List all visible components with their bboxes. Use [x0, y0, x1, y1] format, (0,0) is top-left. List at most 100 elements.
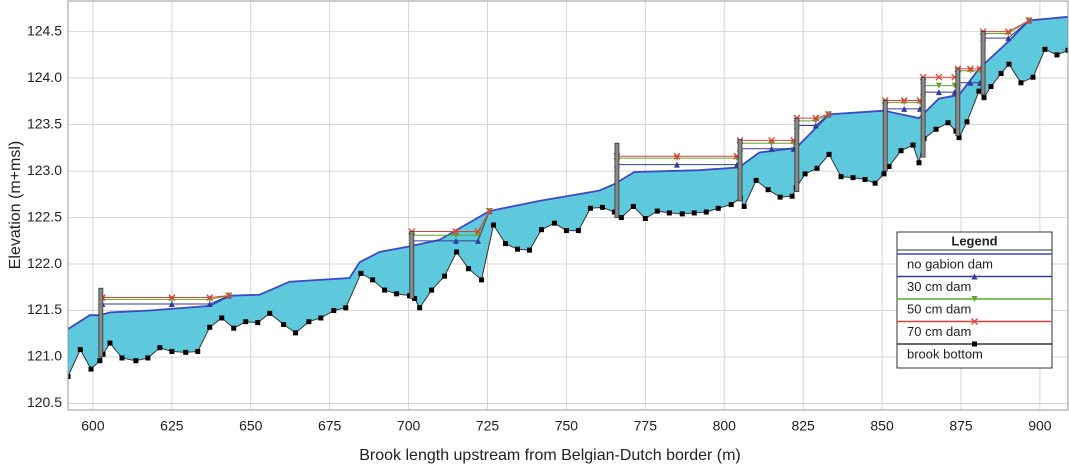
marker: [107, 340, 113, 346]
marker: [964, 119, 970, 125]
marker: [753, 177, 759, 183]
gabion-dam: [98, 287, 104, 358]
marker: [768, 136, 776, 144]
marker: [195, 348, 201, 354]
marker: [1018, 80, 1024, 86]
y-tick-label: 121.0: [27, 348, 62, 364]
legend: Legend no gabion dam 30 cm dam 50 cm dam 70 …: [896, 231, 1053, 369]
marker: [666, 210, 672, 216]
marker: [491, 222, 497, 228]
y-tick-label: 121.5: [27, 301, 62, 317]
marker: [777, 194, 783, 200]
marker: [479, 277, 485, 283]
marker: [967, 79, 974, 86]
marker: [881, 171, 887, 177]
marker: [281, 321, 287, 327]
marker: [611, 209, 617, 215]
marker: [618, 215, 624, 221]
plot-frame: [67, 0, 1069, 411]
marker: [243, 319, 249, 325]
marker: [935, 82, 942, 89]
marker: [551, 220, 557, 226]
legend-marker: [971, 273, 978, 280]
marker: [981, 95, 987, 101]
marker: [998, 71, 1004, 77]
x-tick-label: 675: [318, 418, 342, 434]
marker: [654, 208, 660, 214]
marker: [412, 295, 418, 301]
marker: [358, 270, 364, 276]
x-tick-label: 700: [397, 418, 421, 434]
marker: [715, 205, 721, 211]
legend-title: Legend: [951, 233, 997, 248]
x-tick-label: 600: [81, 418, 105, 434]
x-tick-label: 800: [713, 418, 737, 434]
marker: [1025, 17, 1033, 24]
marker: [219, 315, 225, 321]
marker: [452, 237, 459, 244]
marker: [838, 174, 844, 180]
series-line: [68, 15, 1068, 330]
marker: [454, 249, 460, 255]
marker: [225, 292, 233, 300]
marker: [728, 202, 734, 208]
marker: [916, 160, 922, 166]
marker: [1005, 35, 1012, 42]
legend-label: no gabion dam: [907, 256, 993, 271]
marker: [394, 291, 400, 297]
marker: [442, 273, 448, 279]
marker: [673, 152, 681, 160]
marker: [910, 142, 916, 148]
gabion-dam: [737, 139, 743, 202]
marker: [599, 204, 605, 210]
x-axis-title: Brook length upstream from Belgian-Dutch…: [359, 447, 741, 464]
marker: [1042, 46, 1048, 52]
x-tick-label: 650: [239, 418, 263, 434]
x-tick-label: 850: [870, 418, 894, 434]
marker: [318, 315, 324, 321]
marker: [935, 73, 943, 81]
marker: [68, 374, 71, 380]
x-tick-label: 725: [476, 418, 500, 434]
y-tick-label: 124.5: [27, 22, 62, 38]
marker: [642, 216, 648, 222]
marker: [475, 237, 482, 244]
legend-label: 50 cm dam: [907, 301, 971, 316]
gabion-dam: [794, 117, 800, 192]
y-tick-label: 123.0: [27, 162, 62, 178]
marker: [1004, 28, 1012, 36]
marker: [370, 277, 376, 283]
marker: [956, 135, 962, 141]
marker: [429, 287, 435, 293]
marker: [967, 65, 974, 73]
marker: [206, 294, 214, 301]
marker: [255, 320, 261, 326]
marker: [563, 228, 569, 234]
marker: [703, 209, 709, 215]
marker: [933, 126, 939, 132]
x-tick-label: 825: [791, 418, 815, 434]
marker: [77, 347, 83, 353]
marker: [630, 203, 636, 209]
legend-marker: [972, 341, 977, 347]
y-tick-label: 123.5: [27, 115, 62, 131]
marker: [169, 348, 175, 354]
legend-marker: [971, 318, 978, 325]
marker: [679, 211, 685, 217]
gabion-dam: [614, 142, 620, 218]
marker: [862, 176, 868, 182]
y-tick-label: 122.0: [27, 255, 62, 271]
marker: [145, 355, 151, 361]
marker: [1054, 52, 1060, 58]
x-tick-label: 775: [634, 418, 658, 434]
marker: [514, 246, 520, 252]
legend-label: 30 cm dam: [907, 279, 971, 294]
marker: [789, 193, 795, 199]
y-tick-label: 122.5: [27, 208, 62, 224]
x-tick-label: 900: [1028, 418, 1052, 434]
marker: [231, 325, 237, 331]
x-tick-label: 875: [949, 418, 973, 434]
marker: [587, 205, 593, 211]
marker: [741, 203, 747, 209]
marker: [526, 247, 532, 253]
